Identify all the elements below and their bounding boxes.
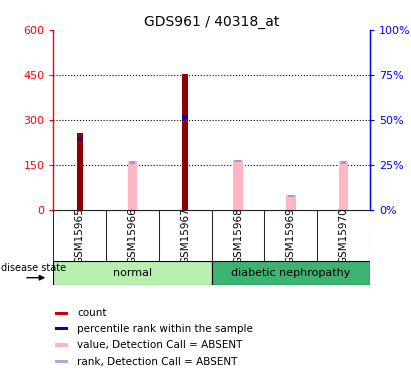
Bar [55, 312, 68, 315]
Bar [55, 344, 68, 346]
Text: rank, Detection Call = ABSENT: rank, Detection Call = ABSENT [77, 357, 238, 366]
Bar [55, 360, 68, 363]
Bar [128, 161, 137, 210]
Text: normal: normal [113, 268, 152, 278]
Text: percentile rank within the sample: percentile rank within the sample [77, 324, 253, 333]
Bar [212, 261, 370, 285]
Title: GDS961 / 40318_at: GDS961 / 40318_at [144, 15, 279, 29]
Text: GSM15970: GSM15970 [339, 207, 349, 264]
Text: GSM15967: GSM15967 [180, 207, 190, 264]
Bar [341, 161, 346, 164]
Text: count: count [77, 309, 107, 318]
Text: GSM15965: GSM15965 [75, 207, 85, 264]
Text: GSM15969: GSM15969 [286, 207, 296, 264]
Bar [288, 195, 293, 197]
Text: GSM15966: GSM15966 [127, 207, 138, 264]
Bar [182, 74, 189, 210]
Bar [235, 160, 241, 162]
Bar [182, 116, 188, 119]
Bar [339, 161, 348, 210]
Bar [76, 133, 83, 210]
Text: disease state: disease state [1, 263, 66, 273]
Bar [77, 136, 83, 140]
Text: diabetic nephropathy: diabetic nephropathy [231, 268, 351, 278]
Bar [130, 161, 135, 164]
Text: value, Detection Call = ABSENT: value, Detection Call = ABSENT [77, 340, 242, 350]
Bar [53, 261, 212, 285]
Bar [233, 160, 243, 210]
Bar [286, 195, 296, 210]
Bar [55, 327, 68, 330]
Text: GSM15968: GSM15968 [233, 207, 243, 264]
